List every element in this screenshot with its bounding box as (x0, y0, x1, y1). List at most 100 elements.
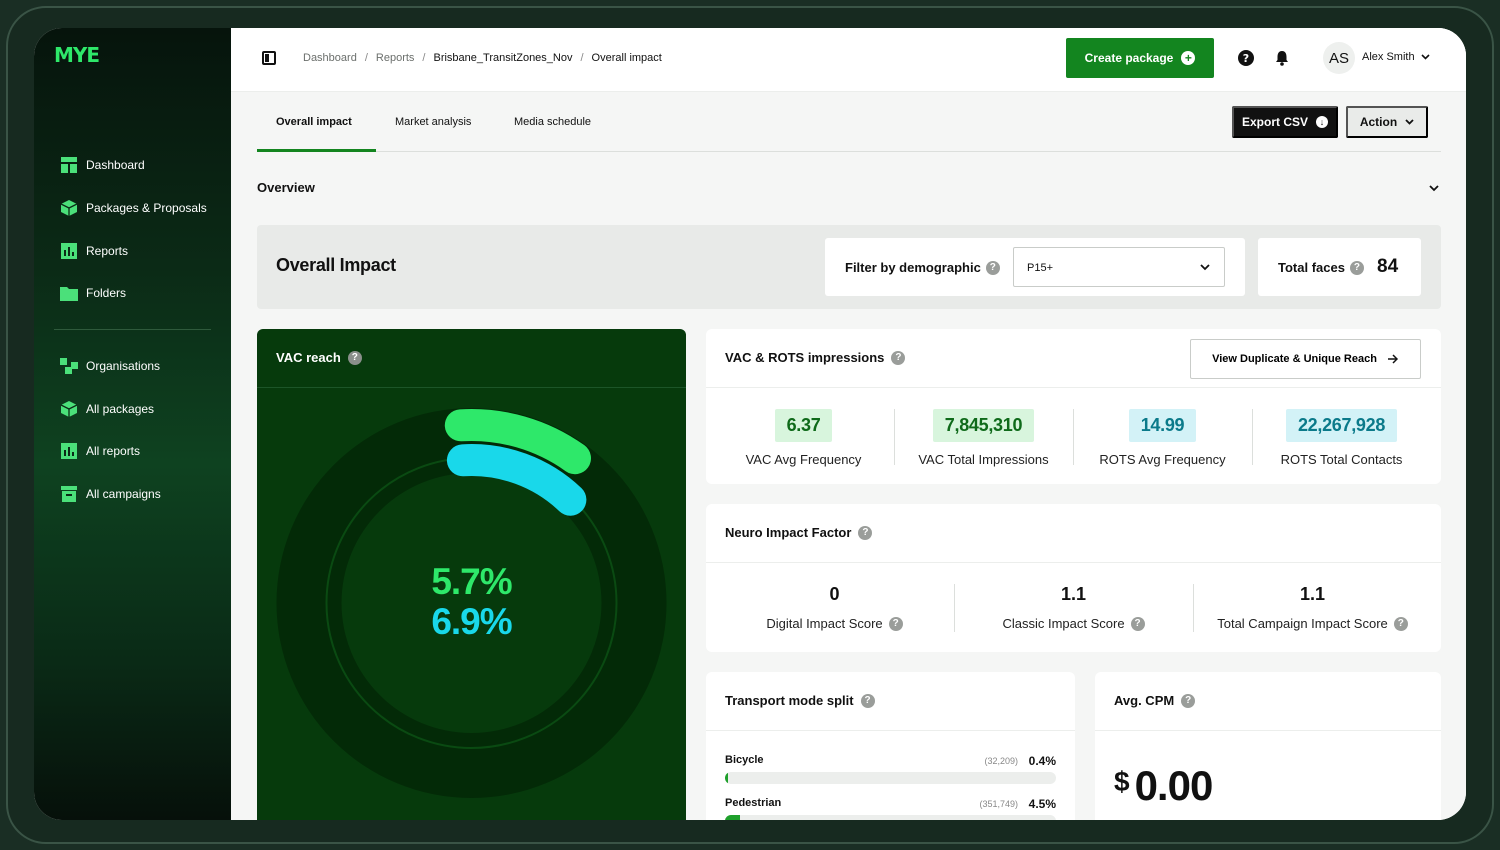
neuro-impact-card: Neuro Impact Factor ? 0 Digital Impact S… (706, 504, 1441, 652)
metric-label: VAC Total Impressions (918, 452, 1049, 467)
plus-icon: + (1181, 51, 1196, 65)
help-icon[interactable]: ? (891, 350, 906, 365)
vac-reach-title-text: VAC reach (276, 350, 341, 365)
transport-mode-title-text: Transport mode split (725, 693, 854, 708)
overview-heading[interactable]: Overview (257, 180, 315, 195)
help-icon[interactable]: ? (860, 693, 875, 708)
filter-label-text: Filter by demographic (845, 260, 981, 275)
help-icon[interactable]: ? (1238, 50, 1254, 66)
sidebar-toggle-icon[interactable] (262, 51, 276, 65)
mode-percent: 4.5% (1028, 797, 1056, 811)
score-label-text: Digital Impact Score (766, 616, 883, 631)
neuro-impact-title: Neuro Impact Factor ? (725, 525, 873, 540)
create-package-button[interactable]: Create package + (1066, 38, 1214, 78)
impressions-title: VAC & ROTS impressions ? (725, 350, 906, 365)
sidebar-item-packages[interactable]: Packages & Proposals (60, 199, 207, 217)
view-duplicate-label: View Duplicate & Unique Reach (1212, 353, 1377, 365)
help-icon[interactable]: ? (985, 260, 1000, 275)
breadcrumb: Dashboard / Reports / Brisbane_TransitZo… (303, 52, 662, 64)
brand-logo[interactable]: MYE (54, 42, 124, 70)
tab-overall-impact[interactable]: Overall impact (276, 116, 352, 128)
sidebar-item-organisations[interactable]: Organisations (60, 357, 160, 375)
create-package-label: Create package (1084, 51, 1174, 65)
reports-icon (60, 442, 78, 460)
avg-cpm-card: Avg. CPM ? $ 0.00 (1095, 672, 1441, 820)
tab-market-analysis[interactable]: Market analysis (395, 116, 472, 128)
action-dropdown-button[interactable]: Action (1346, 106, 1428, 138)
bell-icon[interactable] (1274, 50, 1290, 66)
avg-cpm-header: Avg. CPM ? (1095, 672, 1441, 731)
breadcrumb-report[interactable]: Brisbane_TransitZones_Nov (433, 52, 573, 64)
sidebar-item-label: All reports (86, 444, 141, 458)
breadcrumb-dashboard[interactable]: Dashboard (303, 52, 357, 64)
active-tab-indicator (257, 149, 376, 152)
mode-progress-fill (725, 772, 728, 784)
avg-cpm-number: 0.00 (1134, 762, 1214, 809)
chevron-down-icon (1200, 264, 1210, 271)
sidebar-item-dashboard[interactable]: Dashboard (60, 156, 145, 174)
demographic-select[interactable]: P15+ (1013, 247, 1225, 287)
donut-inner-bg (341, 473, 602, 733)
svg-text:?: ? (1243, 52, 1249, 65)
help-icon[interactable]: ? (1181, 693, 1196, 708)
currency-symbol: $ (1114, 766, 1130, 797)
tab-media-schedule[interactable]: Media schedule (514, 116, 592, 128)
breadcrumb-reports[interactable]: Reports (375, 52, 415, 64)
metric-value: 22,267,928 (1285, 409, 1398, 442)
metric-divider (894, 409, 895, 465)
avg-cpm-title-text: Avg. CPM (1114, 693, 1175, 708)
sidebar-item-all-reports[interactable]: All reports (60, 442, 140, 460)
action-label: Action (1359, 115, 1398, 129)
help-icon[interactable]: ? (347, 350, 362, 365)
sidebar-item-all-campaigns[interactable]: All campaigns (60, 485, 161, 503)
impressions-header: VAC & ROTS impressions ? View Duplicate … (706, 329, 1441, 388)
mode-progress-fill (725, 815, 740, 820)
help-icon[interactable]: ? (1130, 616, 1145, 631)
main-content: Dashboard / Reports / Brisbane_TransitZo… (231, 28, 1466, 820)
sidebar-item-label: Organisations (86, 359, 161, 373)
metric-label: ROTS Avg Frequency (1099, 452, 1226, 467)
export-csv-button[interactable]: Export CSV ↓ (1232, 106, 1338, 138)
digital-impact-score-value: 0 (829, 584, 840, 604)
campaigns-icon (60, 485, 78, 503)
classic-impact-score-label: Classic Impact Score ? (954, 616, 1193, 631)
demographic-filter: Filter by demographic ? P15+ (825, 238, 1245, 296)
chevron-down-icon (1421, 54, 1430, 60)
download-icon: ↓ (1316, 116, 1328, 128)
view-duplicate-reach-button[interactable]: View Duplicate & Unique Reach (1190, 339, 1421, 379)
impressions-title-text: VAC & ROTS impressions (725, 350, 885, 365)
filter-label: Filter by demographic ? (845, 260, 1000, 275)
help-icon[interactable]: ? (888, 616, 903, 631)
topbar: Dashboard / Reports / Brisbane_TransitZo… (231, 28, 1466, 92)
digital-impact-score-label: Digital Impact Score ? (715, 616, 954, 631)
sidebar-item-reports[interactable]: Reports (60, 242, 128, 260)
demographic-select-value: P15+ (1027, 262, 1053, 274)
classic-impact-score-value: 1.1 (1060, 584, 1087, 604)
score-label-text: Total Campaign Impact Score (1217, 616, 1388, 631)
avatar[interactable]: AS (1323, 42, 1355, 74)
vac-reach-arc-secondary (446, 444, 587, 516)
package-icon (60, 199, 78, 217)
total-campaign-impact-score-value: 1.1 (1299, 584, 1326, 604)
metric-value: 14.99 (1128, 409, 1197, 442)
mode-count: (32,209) (984, 756, 1018, 766)
faces-label-text: Total faces (1278, 260, 1345, 275)
metric-value: 6.37 (774, 409, 833, 442)
score-label-text: Classic Impact Score (1002, 616, 1125, 631)
help-icon[interactable]: ? (1349, 260, 1364, 275)
breadcrumb-current: Overall impact (591, 52, 662, 64)
help-icon[interactable]: ? (1393, 616, 1408, 631)
overall-impact-title: Overall Impact (276, 255, 396, 275)
avg-cpm-title: Avg. CPM ? (1114, 693, 1196, 708)
help-icon[interactable]: ? (858, 525, 873, 540)
sidebar-item-label: All campaigns (86, 487, 161, 501)
transport-mode-title: Transport mode split ? (725, 693, 875, 708)
sidebar-item-all-packages[interactable]: All packages (60, 400, 154, 418)
user-menu[interactable]: Alex Smith (1362, 51, 1430, 63)
metric-divider (1073, 409, 1074, 465)
user-name: Alex Smith (1362, 51, 1415, 63)
sidebar-item-folders[interactable]: Folders (60, 284, 126, 302)
package-icon (60, 400, 78, 418)
chevron-down-icon[interactable] (1429, 185, 1439, 192)
transport-mode-header: Transport mode split ? (706, 672, 1075, 731)
